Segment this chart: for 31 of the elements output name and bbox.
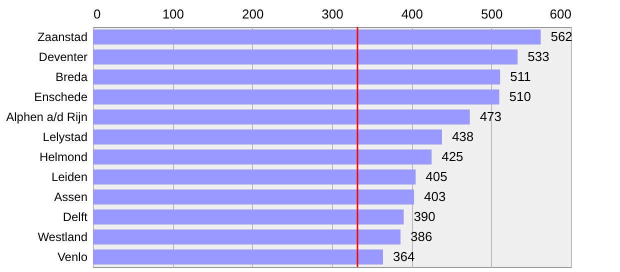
data-label: 473	[480, 109, 502, 124]
y-tick-label: Enschede	[34, 90, 88, 104]
data-label: 425	[442, 149, 464, 164]
data-label: 386	[410, 229, 432, 244]
y-tick-label: Assen	[54, 190, 88, 204]
y-tick-label: Alphen a/d Rijn	[6, 110, 88, 124]
data-label: 533	[528, 49, 550, 64]
data-label: 511	[510, 69, 531, 84]
y-tick-label: Zaanstad	[37, 30, 88, 44]
data-label: 405	[426, 169, 448, 184]
data-label: 403	[424, 189, 446, 204]
data-label: 510	[509, 89, 532, 104]
x-tick-label: 200	[242, 6, 264, 22]
x-tick-label: 300	[322, 6, 344, 22]
y-tick-label: Lelystad	[42, 130, 88, 144]
x-tick-label: 0	[94, 6, 101, 22]
y-tick-label: Delft	[62, 210, 88, 224]
x-tick-label: 500	[480, 6, 503, 22]
data-label: 390	[414, 209, 436, 224]
y-tick-label: Leiden	[51, 170, 88, 184]
y-tick-label: Breda	[55, 70, 88, 84]
x-tick-label: 100	[162, 6, 184, 22]
x-tick-label: 400	[401, 6, 424, 22]
data-label: 562	[550, 29, 572, 44]
y-tick-label: Venlo	[57, 250, 88, 264]
y-tick-label: Helmond	[39, 150, 88, 164]
data-label: 438	[452, 129, 474, 144]
y-tick-label: Deventer	[38, 50, 88, 64]
x-tick-label: 600	[550, 6, 572, 22]
data-label: 364	[392, 249, 415, 264]
y-tick-label: Westland	[38, 230, 88, 244]
